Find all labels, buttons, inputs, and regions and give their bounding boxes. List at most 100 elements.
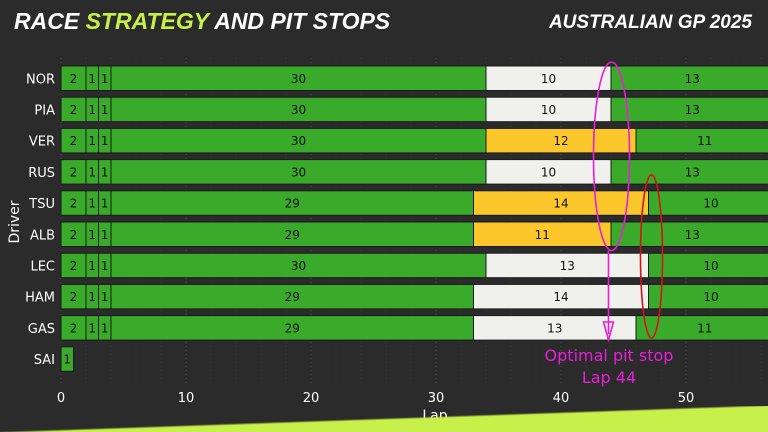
stint-bar xyxy=(648,283,768,310)
stint-value-label: 2 xyxy=(70,103,78,117)
stint-value-label: 10 xyxy=(703,290,718,304)
x-tick-label: 30 xyxy=(428,391,445,406)
stint-value-label: 2 xyxy=(70,228,78,242)
stint-value-label: 1 xyxy=(101,72,109,86)
stint-value-label: 11 xyxy=(697,134,712,148)
stint-value-label: 1 xyxy=(88,165,96,179)
stint-value-label: 30 xyxy=(291,259,306,273)
stint-value-label: 1 xyxy=(63,353,71,367)
stint-value-label: 2 xyxy=(70,321,78,335)
stint-value-label: 13 xyxy=(685,228,700,242)
stint-value-label: 1 xyxy=(101,103,109,117)
driver-label: GAS xyxy=(28,322,55,337)
stint-bar xyxy=(635,127,768,154)
stint-bar xyxy=(473,190,649,216)
driver-label: RUS xyxy=(28,166,55,181)
title-part-2: AND PIT STOPS xyxy=(208,8,391,34)
stint-value-label: 2 xyxy=(70,259,78,273)
stint-value-label: 2 xyxy=(70,134,78,148)
stint-value-label: 10 xyxy=(541,72,556,86)
stint-value-label: 10 xyxy=(703,197,718,211)
stint-bar xyxy=(60,315,87,341)
stint-value-label: 29 xyxy=(285,197,300,211)
stint-value-label: 2 xyxy=(70,72,78,86)
stint-bar xyxy=(485,96,612,123)
stint-bar xyxy=(485,252,649,279)
optimal-pit-arrow-head xyxy=(602,321,615,343)
driver-label: SAI xyxy=(34,353,55,368)
x-tick-label: 10 xyxy=(178,391,195,406)
stint-bar xyxy=(610,159,768,185)
stint-value-label: 29 xyxy=(285,290,300,304)
stint-value-label: 30 xyxy=(291,103,306,117)
stint-value-label: 30 xyxy=(291,72,306,86)
driver-label: HAM xyxy=(25,291,55,306)
stint-bar xyxy=(60,252,87,279)
red-highlight-ellipse xyxy=(639,174,664,339)
stint-bar xyxy=(485,127,637,154)
stint-bar xyxy=(110,127,487,154)
stint-bar xyxy=(110,221,474,247)
stint-value-label: 1 xyxy=(88,228,96,242)
stint-value-label: 2 xyxy=(70,197,78,211)
stint-value-label: 1 xyxy=(101,321,109,335)
stint-value-label: 13 xyxy=(547,321,562,335)
x-tick-label: 20 xyxy=(303,391,320,406)
stint-value-label: 1 xyxy=(101,197,109,211)
stint-value-label: 2 xyxy=(70,290,78,304)
driver-label: VER xyxy=(29,135,55,150)
race-name: AUSTRALIAN GP 2025 xyxy=(548,12,752,33)
x-tick-label: 50 xyxy=(678,391,695,406)
stint-bar xyxy=(110,252,487,279)
stint-bar xyxy=(648,190,768,216)
stint-bar xyxy=(648,252,768,279)
x-tick-label: 0 xyxy=(57,391,65,406)
stint-value-label: 1 xyxy=(88,134,96,148)
driver-label: ALB xyxy=(30,228,55,243)
stint-value-label: 29 xyxy=(285,321,300,335)
stint-value-label: 1 xyxy=(101,134,109,148)
stint-bar xyxy=(610,96,768,123)
stint-value-label: 10 xyxy=(703,259,718,273)
chart-title: RACE STRATEGY AND PIT STOPS xyxy=(14,8,390,35)
stint-bar xyxy=(60,190,87,216)
stint-bar xyxy=(60,346,74,372)
stint-value-label: 14 xyxy=(553,197,568,211)
stint-value-label: 11 xyxy=(697,321,712,335)
stint-value-label: 30 xyxy=(291,165,306,179)
stint-value-label: 10 xyxy=(541,103,556,117)
y-axis-label: Driver xyxy=(7,200,23,243)
stint-bar xyxy=(110,315,474,341)
stint-bar xyxy=(60,283,87,310)
stint-bar xyxy=(110,283,474,310)
stint-value-label: 1 xyxy=(88,259,96,273)
stint-value-label: 13 xyxy=(685,103,700,117)
stint-value-label: 29 xyxy=(285,228,300,242)
stint-bar xyxy=(610,221,768,247)
stint-value-label: 1 xyxy=(88,103,96,117)
x-tick-label: 40 xyxy=(553,391,570,406)
stint-bar xyxy=(485,159,612,185)
stint-bar xyxy=(110,190,474,216)
optimal-pit-label: Optimal pit stop xyxy=(545,346,674,365)
stint-value-label: 1 xyxy=(88,72,96,86)
stint-value-label: 13 xyxy=(560,259,575,273)
stint-bar xyxy=(610,65,768,91)
driver-label: LEC xyxy=(30,259,55,274)
title-accent: STRATEGY xyxy=(85,8,209,34)
stint-value-label: 1 xyxy=(88,197,96,211)
stint-bar xyxy=(60,96,87,123)
stint-value-label: 10 xyxy=(541,165,556,179)
driver-label: PIA xyxy=(34,103,55,118)
stint-value-label: 1 xyxy=(88,290,96,304)
stint-value-label: 13 xyxy=(685,165,700,179)
stint-value-label: 30 xyxy=(291,134,306,148)
stint-value-label: 1 xyxy=(101,228,109,242)
stint-value-label: 2 xyxy=(70,165,78,179)
stint-bar xyxy=(60,65,87,91)
bottom-accent-stripe xyxy=(0,406,768,432)
stint-value-label: 1 xyxy=(101,259,109,273)
stint-value-label: 14 xyxy=(553,290,568,304)
title-part-1: RACE xyxy=(14,8,86,34)
stint-bar xyxy=(473,221,612,247)
